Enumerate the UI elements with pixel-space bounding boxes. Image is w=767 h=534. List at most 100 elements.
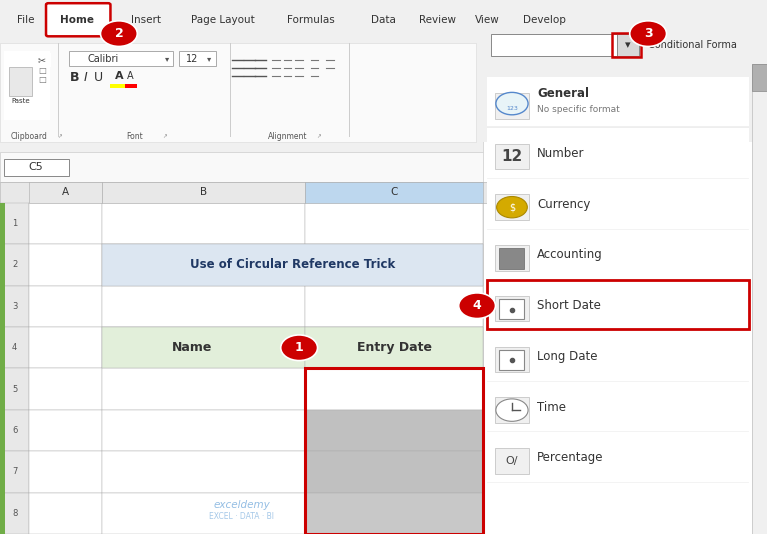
Text: ↗: ↗	[163, 134, 167, 139]
Bar	[102, 286, 305, 327]
Text: I: I	[84, 71, 87, 84]
Text: View: View	[475, 15, 499, 25]
Bar	[0, 203, 5, 534]
Bar	[110, 84, 127, 88]
Text: ↗: ↗	[316, 134, 321, 139]
Text: ▾: ▾	[625, 40, 631, 50]
Bar	[305, 203, 483, 245]
Text: Name: Name	[172, 341, 212, 354]
Text: 7: 7	[12, 467, 18, 476]
Text: Long Date: Long Date	[537, 350, 597, 363]
Bar	[0, 152, 491, 182]
Text: General: General	[537, 87, 589, 100]
Bar	[499, 299, 524, 319]
Bar	[4, 159, 69, 176]
Text: Percentage: Percentage	[537, 451, 604, 465]
Text: ▾: ▾	[165, 54, 170, 63]
Text: C5: C5	[28, 162, 44, 172]
Text: No specific format: No specific format	[537, 105, 620, 114]
Bar	[495, 347, 529, 372]
Bar	[483, 0, 767, 534]
Text: Clipboard: Clipboard	[11, 132, 48, 140]
Bar	[29, 182, 102, 203]
Bar	[102, 410, 305, 451]
Bar	[0, 203, 29, 245]
Text: 123: 123	[506, 106, 518, 111]
Bar	[499, 350, 524, 370]
Text: EXCEL · DATA · BI: EXCEL · DATA · BI	[209, 512, 274, 521]
Bar	[495, 296, 529, 321]
Bar	[487, 433, 749, 481]
Text: 12: 12	[186, 54, 198, 64]
Text: Entry Date: Entry Date	[357, 341, 432, 354]
Text: ✂: ✂	[38, 55, 46, 65]
Bar	[305, 327, 483, 368]
Bar	[29, 203, 102, 245]
Bar	[612, 33, 641, 57]
Text: ▾: ▾	[207, 54, 212, 63]
Bar	[483, 0, 767, 142]
Bar	[102, 203, 305, 245]
Text: Insert: Insert	[130, 15, 161, 25]
Text: 2: 2	[12, 261, 17, 270]
Bar	[29, 245, 102, 286]
Text: Time: Time	[537, 400, 566, 414]
Bar	[0, 43, 476, 142]
Bar	[305, 368, 483, 534]
Text: Formulas: Formulas	[287, 15, 334, 25]
Bar	[499, 248, 524, 269]
Text: 2: 2	[114, 27, 123, 40]
Text: 4: 4	[472, 299, 482, 312]
Bar	[29, 327, 102, 368]
Bar	[487, 280, 749, 329]
Bar	[305, 410, 483, 451]
Text: U: U	[94, 71, 103, 84]
Text: Use of Circular Reference Trick: Use of Circular Reference Trick	[190, 258, 395, 271]
Text: Calibri: Calibri	[88, 54, 119, 64]
Bar	[495, 93, 529, 119]
Bar	[29, 286, 102, 327]
Bar	[617, 34, 639, 56]
Bar	[495, 448, 529, 474]
Bar	[0, 182, 491, 534]
Text: Alignment: Alignment	[268, 132, 308, 140]
Bar	[487, 77, 749, 126]
Text: Paste: Paste	[12, 98, 30, 105]
Bar	[305, 451, 483, 492]
Bar	[491, 34, 621, 56]
Bar	[752, 64, 767, 91]
Bar	[69, 51, 173, 66]
Bar	[0, 368, 29, 410]
Bar	[495, 144, 529, 169]
Bar	[305, 368, 483, 410]
Circle shape	[459, 293, 495, 318]
Text: Conditional Forma: Conditional Forma	[648, 40, 737, 50]
Bar	[179, 51, 216, 66]
Bar	[0, 286, 29, 327]
Circle shape	[630, 21, 667, 46]
Text: 12: 12	[502, 149, 522, 164]
Bar	[125, 84, 137, 88]
Bar	[305, 182, 483, 203]
Text: Number: Number	[537, 147, 584, 160]
Text: 5: 5	[12, 384, 17, 394]
Bar	[102, 327, 305, 368]
Text: A: A	[127, 71, 133, 81]
Text: 1: 1	[12, 219, 17, 228]
Text: ↗: ↗	[58, 134, 62, 139]
Bar	[0, 0, 491, 224]
Text: 3: 3	[12, 302, 18, 311]
Bar	[102, 368, 305, 410]
Bar	[0, 410, 29, 451]
Text: 8: 8	[12, 509, 18, 518]
Text: Accounting: Accounting	[537, 248, 603, 262]
Bar	[4, 51, 50, 120]
Text: C: C	[390, 187, 398, 197]
Bar	[102, 182, 305, 203]
Bar	[495, 194, 529, 220]
Text: exceldemy: exceldemy	[213, 500, 270, 509]
Bar	[0, 451, 29, 492]
Text: $: $	[509, 202, 515, 212]
Circle shape	[100, 21, 137, 46]
Circle shape	[281, 335, 318, 360]
